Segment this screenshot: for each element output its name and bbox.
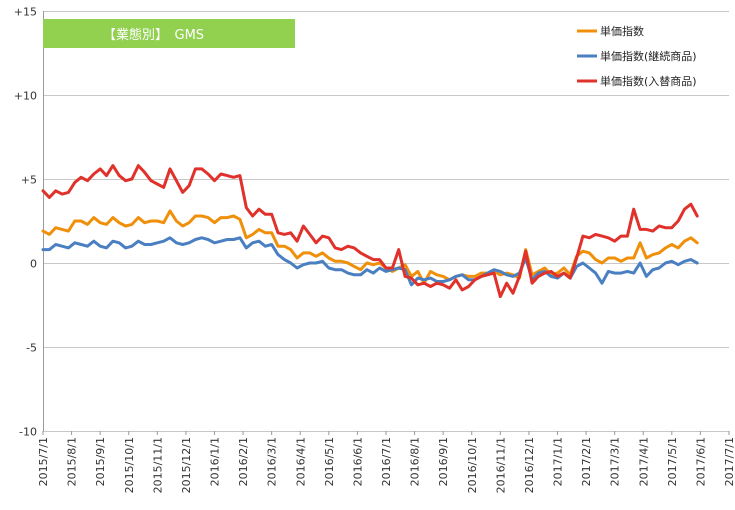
legend-label: 単価指数 bbox=[600, 24, 644, 38]
y-tick-label: -10 bbox=[19, 426, 37, 439]
x-tick-label: 2016/10/1 bbox=[466, 437, 479, 493]
x-tick-label: 2015/10/1 bbox=[123, 437, 136, 493]
x-tick-label: 2016/11/1 bbox=[494, 437, 507, 493]
y-axis-ticks: +15 +10 +5 0 -5 -10 bbox=[14, 6, 37, 439]
x-tick-label: 2017/7/1 bbox=[723, 437, 735, 486]
x-tick-label: 2015/12/1 bbox=[180, 437, 193, 493]
x-tick-label: 2016/7/1 bbox=[380, 437, 393, 486]
x-tick-label: 2015/9/1 bbox=[94, 437, 107, 486]
y-tick-label: +15 bbox=[14, 6, 37, 19]
y-tick-label: +10 bbox=[14, 90, 37, 103]
x-tick-label: 2017/6/1 bbox=[694, 437, 707, 486]
x-tick-label: 2017/3/1 bbox=[609, 437, 622, 486]
y-tick-label: -5 bbox=[26, 342, 37, 355]
x-tick-label: 2015/11/1 bbox=[151, 437, 164, 493]
x-tick-label: 2016/5/1 bbox=[323, 437, 336, 486]
x-tick-label: 2016/1/1 bbox=[209, 437, 222, 486]
x-tick-label: 2015/8/1 bbox=[66, 437, 79, 486]
chart-title-background bbox=[43, 19, 295, 48]
chart-title: 【業態別】 GMS bbox=[103, 27, 204, 43]
x-tick-label: 2016/9/1 bbox=[437, 437, 450, 486]
legend-item: 単価指数(継続商品) bbox=[577, 49, 697, 63]
series-line bbox=[41, 236, 699, 287]
x-tick-label: 2017/1/1 bbox=[552, 437, 565, 486]
series-line bbox=[41, 209, 699, 285]
x-tick-label: 2016/12/1 bbox=[523, 437, 536, 493]
x-tick-label: 2016/6/1 bbox=[351, 437, 364, 486]
x-axis-ticks: 2015/7/1 2015/8/1 2015/9/1 2015/10/1 2015/11… bbox=[37, 431, 735, 493]
chart-title-box: 【業態別】 GMS bbox=[43, 19, 295, 48]
x-tick-label: 2017/5/1 bbox=[666, 437, 679, 486]
legend-label: 単価指数(入替商品) bbox=[600, 74, 697, 88]
legend-item: 単価指数(入替商品) bbox=[577, 74, 697, 88]
x-tick-label: 2017/2/1 bbox=[580, 437, 593, 486]
x-tick-label: 2016/3/1 bbox=[266, 437, 279, 486]
x-tick-label: 2016/2/1 bbox=[237, 437, 250, 486]
series-lines bbox=[41, 164, 699, 299]
x-tick-label: 2016/4/1 bbox=[294, 437, 307, 486]
x-tick-label: 2015/7/1 bbox=[37, 437, 50, 486]
legend-label: 単価指数(継続商品) bbox=[600, 49, 697, 63]
y-tick-label: 0 bbox=[30, 258, 37, 271]
y-tick-label: +5 bbox=[21, 174, 37, 187]
series-line bbox=[41, 164, 699, 299]
x-tick-label: 2016/8/1 bbox=[409, 437, 422, 486]
x-tick-label: 2017/4/1 bbox=[637, 437, 650, 486]
legend-item: 単価指数 bbox=[577, 24, 644, 38]
